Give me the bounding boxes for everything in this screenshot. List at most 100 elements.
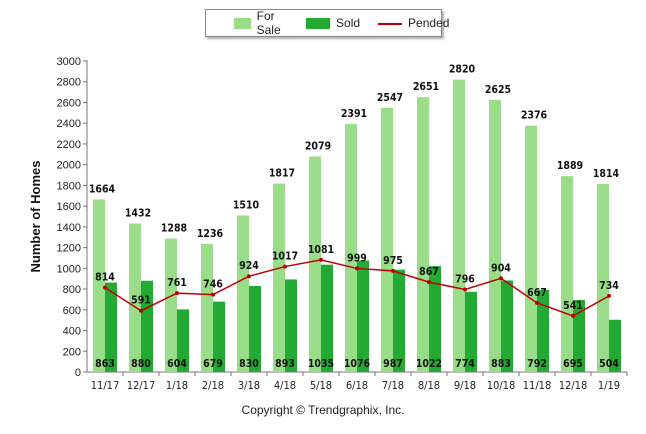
label-for-sale: 2547 (377, 92, 403, 104)
x-tick-label: 1/19 (598, 379, 620, 392)
y-tick-label: 1600 (57, 201, 81, 213)
pended-point (463, 287, 467, 292)
pended-point (499, 276, 503, 281)
bar-for-sale (381, 107, 393, 372)
label-sold: 695 (563, 358, 583, 370)
y-tick-label: 2200 (57, 139, 81, 151)
pended-point (103, 285, 107, 290)
bar-sold (537, 289, 549, 372)
label-sold: 1022 (416, 358, 442, 370)
legend-label-for-sale: For Sale (256, 9, 281, 37)
bar-sold (429, 266, 441, 372)
y-tick-label: 1200 (57, 243, 81, 255)
legend-label-sold: Sold (336, 16, 361, 30)
bar-sold (285, 279, 297, 372)
label-sold: 774 (455, 358, 475, 370)
bar-for-sale (309, 156, 321, 372)
label-pended: 761 (167, 277, 187, 289)
label-for-sale: 1236 (197, 228, 224, 240)
label-pended: 814 (95, 272, 115, 284)
pended-point (391, 268, 395, 273)
legend-label-pended: Pended (408, 16, 450, 30)
bar-for-sale (201, 243, 213, 372)
bar-for-sale (597, 183, 609, 372)
x-tick-label: 9/18 (454, 379, 476, 392)
legend-item-sold: Sold (306, 16, 360, 30)
y-tick-label: 2600 (57, 97, 81, 109)
label-sold: 604 (167, 358, 187, 370)
x-tick-label: 5/18 (310, 379, 332, 392)
bar-for-sale (417, 97, 429, 373)
x-tick-label: 6/18 (346, 379, 368, 392)
chart-legend: For Sale Sold Pended (205, 9, 449, 37)
label-for-sale: 2625 (485, 84, 511, 96)
label-sold: 893 (275, 358, 295, 370)
y-tick-label: 3000 (57, 56, 81, 68)
label-for-sale: 1288 (161, 222, 187, 234)
x-tick-label: 1/18 (166, 379, 188, 392)
pended-point (427, 280, 431, 285)
legend-item-pended: Pended (378, 16, 449, 30)
y-tick-label: 1400 (57, 222, 81, 234)
label-for-sale: 1510 (233, 199, 260, 211)
legend-swatch-for-sale (234, 17, 251, 29)
x-tick-label: 3/18 (238, 379, 260, 392)
label-pended: 904 (491, 262, 511, 274)
label-for-sale: 2079 (305, 140, 331, 152)
label-pended: 975 (383, 255, 403, 267)
label-for-sale: 1814 (593, 168, 620, 180)
y-tick-label: 800 (63, 284, 81, 296)
bar-sold (213, 301, 225, 372)
y-tick-label: 2400 (57, 118, 81, 130)
label-sold: 830 (239, 358, 259, 370)
bar-sold (321, 264, 333, 372)
x-tick-label: 12/17 (127, 379, 156, 392)
bar-for-sale (561, 176, 573, 372)
x-tick-label: 11/18 (523, 379, 552, 392)
label-for-sale: 1817 (269, 168, 295, 180)
x-tick-label: 10/18 (487, 379, 516, 392)
label-pended: 1017 (272, 251, 298, 263)
bar-sold (177, 309, 189, 372)
label-sold: 863 (95, 358, 115, 370)
pended-point (535, 300, 539, 305)
y-tick-label: 1000 (57, 263, 81, 275)
label-sold: 1076 (344, 358, 371, 370)
y-tick-label: 1800 (57, 180, 81, 192)
bar-sold (609, 319, 621, 372)
label-for-sale: 2820 (449, 64, 476, 76)
bar-for-sale (525, 125, 537, 372)
pended-point (607, 293, 611, 298)
label-pended: 667 (527, 287, 547, 299)
label-sold: 504 (599, 358, 619, 370)
pended-point (283, 264, 287, 269)
x-tick-label: 4/18 (274, 379, 296, 392)
label-sold: 679 (203, 358, 223, 370)
label-pended: 999 (347, 252, 367, 264)
pended-point (571, 313, 575, 318)
label-pended: 591 (131, 295, 151, 307)
pended-point (139, 308, 143, 313)
bar-for-sale (489, 99, 501, 372)
label-for-sale: 1889 (557, 160, 583, 172)
bar-for-sale (129, 223, 141, 372)
bar-sold (465, 291, 477, 372)
bar-sold (249, 285, 261, 372)
y-tick-label: 200 (63, 346, 81, 358)
label-sold: 883 (491, 358, 511, 370)
label-for-sale: 1432 (125, 208, 151, 220)
bar-for-sale (273, 183, 285, 372)
label-pended: 746 (203, 279, 223, 291)
label-pended: 924 (239, 260, 259, 272)
label-for-sale: 2651 (413, 81, 439, 93)
label-for-sale: 2376 (521, 110, 548, 122)
x-tick-label: 11/17 (91, 379, 120, 392)
label-pended: 796 (455, 273, 475, 285)
legend-swatch-sold (306, 17, 331, 29)
label-pended: 867 (419, 266, 439, 278)
y-axis-title: Number of Homes (28, 161, 43, 273)
x-tick-label: 12/18 (559, 379, 588, 392)
bar-sold (573, 299, 585, 372)
bar-sold (501, 280, 513, 372)
label-for-sale: 2391 (341, 108, 367, 120)
